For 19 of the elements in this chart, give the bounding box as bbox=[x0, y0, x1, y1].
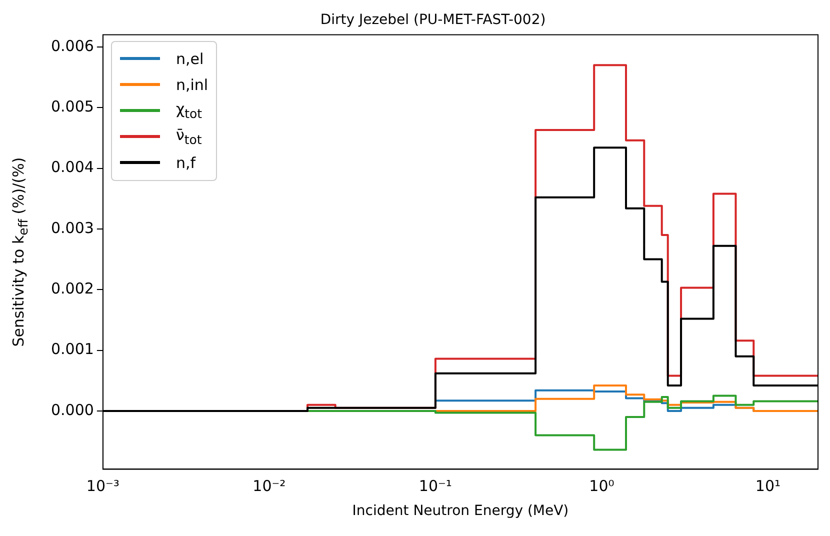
y-tick-label: 0.001 bbox=[50, 340, 94, 358]
y-tick-label: 0.003 bbox=[50, 218, 94, 237]
legend-label: n,f bbox=[176, 154, 196, 172]
x-tick-label: 10¹ bbox=[755, 477, 781, 496]
legend-label: ν̄$_{tot}$ bbox=[176, 126, 202, 148]
x-tick-label: 10⁻³ bbox=[86, 477, 120, 496]
legend-label: n,inl bbox=[176, 76, 208, 94]
chart-title: Dirty Jezebel (PU-MET-FAST-002) bbox=[320, 12, 546, 28]
x-axis-title: Incident Neutron Energy (MeV) bbox=[352, 503, 569, 520]
y-tick-label: 0.000 bbox=[50, 400, 94, 419]
y-tick-label: 0.002 bbox=[50, 280, 94, 298]
x-tick-label: 10⁰ bbox=[589, 477, 614, 496]
legend-label: n,el bbox=[176, 50, 204, 68]
x-tick-label: 10⁻¹ bbox=[418, 477, 452, 496]
y-tick-label: 0.006 bbox=[50, 36, 94, 55]
legend-label: χ$_{tot}$ bbox=[176, 100, 202, 122]
y-tick-label: 0.004 bbox=[50, 158, 94, 176]
x-tick-label: 10⁻² bbox=[252, 477, 286, 496]
y-tick-label: 0.005 bbox=[50, 97, 94, 116]
